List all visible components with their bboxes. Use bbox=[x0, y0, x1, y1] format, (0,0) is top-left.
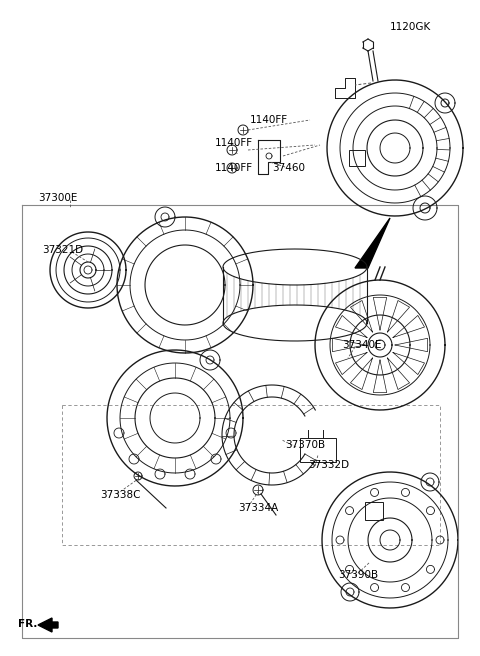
Polygon shape bbox=[38, 618, 58, 632]
Text: 37338C: 37338C bbox=[100, 490, 141, 500]
Text: 1140FF: 1140FF bbox=[215, 138, 253, 148]
Text: 37321D: 37321D bbox=[42, 245, 83, 255]
Text: 1120GK: 1120GK bbox=[390, 22, 431, 32]
Text: 37334A: 37334A bbox=[238, 503, 278, 513]
Text: FR.: FR. bbox=[18, 619, 37, 629]
Text: 1140FF: 1140FF bbox=[250, 115, 288, 125]
Text: 37340E: 37340E bbox=[342, 340, 382, 350]
Polygon shape bbox=[355, 218, 390, 268]
Text: 37332D: 37332D bbox=[308, 460, 349, 470]
Text: 37390B: 37390B bbox=[338, 570, 378, 580]
Text: 1140FF: 1140FF bbox=[215, 163, 253, 173]
Text: 37460: 37460 bbox=[272, 163, 305, 173]
Text: 37370B: 37370B bbox=[285, 440, 325, 450]
Text: 37300E: 37300E bbox=[38, 193, 77, 203]
